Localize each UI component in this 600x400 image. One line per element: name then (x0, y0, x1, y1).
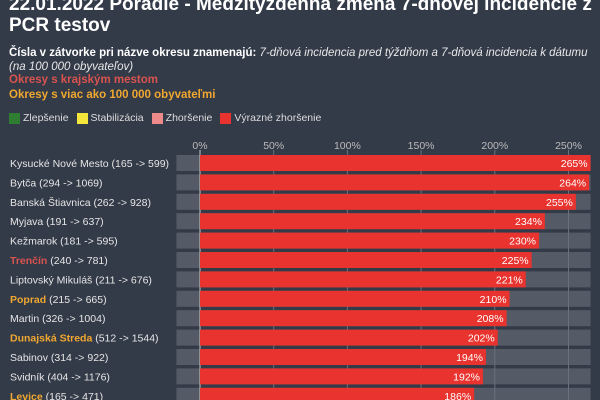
district-name: Martin (10, 313, 39, 325)
bar (200, 193, 576, 210)
category-label: Sabinov (314 -> 922) (10, 352, 108, 364)
tick-label: 150% (408, 140, 435, 152)
note-large: Okresy s viac ako 100 000 obyvateľmi (9, 89, 216, 101)
legend: Zlepšenie Stabilizácia Zhoršenie Výrazné zh… (9, 112, 321, 124)
value-label: 230% (509, 236, 536, 248)
district-name: Levice (10, 391, 43, 400)
bar (200, 329, 498, 346)
incidence-detail: (262 -> 928) (91, 197, 151, 209)
district-name: Bytča (10, 177, 36, 189)
incidence-detail: (326 -> 1004) (39, 313, 105, 325)
incidence-detail: (215 -> 665) (46, 294, 106, 306)
value-label: 221% (496, 274, 523, 286)
bar (200, 271, 526, 288)
bar (200, 155, 591, 171)
legend-label: Zhoršenie (165, 112, 213, 124)
value-label: 265% (561, 158, 588, 170)
category-label: Bytča (294 -> 1069) (10, 177, 103, 189)
incidence-detail: (314 -> 922) (48, 352, 108, 364)
category-label: Liptovský Mikuláš (211 -> 676) (10, 274, 152, 286)
value-label: 208% (477, 313, 504, 325)
legend-item: Zhoršenie (151, 112, 213, 124)
incidence-detail: (165 -> 471) (43, 391, 103, 400)
value-label: 264% (559, 177, 586, 189)
subtitle-italic: 7-dňová incidencia pred týždňom a 7-dňov… (9, 47, 588, 73)
value-label: 194% (456, 352, 483, 364)
category-label: Levice (165 -> 471) (10, 391, 103, 400)
incidence-detail: (165 -> 599) (109, 158, 169, 170)
district-name: Myjava (10, 216, 43, 228)
chart-title: 22.01.2022 Poradie - Medzitýždenná zmena… (9, 0, 592, 36)
value-label: 234% (515, 216, 542, 228)
subtitle: Čísla v zátvorke pri názve okresu znamen… (9, 46, 594, 74)
tick-label: 0% (192, 140, 207, 152)
incidence-detail: (512 -> 1544) (92, 333, 158, 345)
category-label: Dunajská Streda (512 -> 1544) (10, 333, 159, 345)
tick-label: 100% (334, 140, 361, 152)
district-name: Kysucké Nové Mesto (10, 158, 109, 170)
category-label: Kysucké Nové Mesto (165 -> 599) (10, 158, 169, 170)
district-name: Sabinov (10, 352, 49, 364)
bar (200, 290, 510, 307)
bar (200, 252, 532, 268)
category-label: Kežmarok (181 -> 595) (10, 236, 118, 248)
value-label: 225% (502, 255, 529, 267)
category-label: Martin (326 -> 1004) (10, 313, 105, 325)
value-label: 210% (480, 294, 507, 306)
legend-item: Stabilizácia (76, 112, 144, 124)
note-regional: Okresy s krajským mestom (9, 74, 158, 86)
category-label: Trenčín (240 -> 781) (10, 255, 108, 267)
district-name: Banská Štiavnica (10, 196, 91, 209)
tick-label: 250% (555, 140, 582, 152)
district-name: Dunajská Streda (10, 333, 92, 345)
incidence-detail: (240 -> 781) (47, 255, 107, 267)
legend-label: Stabilizácia (90, 112, 144, 124)
bar (200, 349, 486, 365)
value-label: 255% (546, 197, 573, 209)
category-label: Banská Štiavnica (262 -> 928) (10, 196, 151, 209)
district-name: Trenčín (10, 255, 47, 267)
category-label: Svidník (404 -> 1176) (10, 371, 110, 383)
district-name: Poprad (10, 294, 46, 306)
bar (200, 232, 540, 249)
category-label: Poprad (215 -> 665) (10, 294, 107, 306)
value-label: 202% (468, 333, 495, 345)
district-name: Svidník (10, 371, 45, 383)
bar (200, 310, 507, 327)
legend-item: Zlepšenie (9, 112, 69, 124)
district-name: Liptovský Mikuláš (10, 274, 92, 286)
incidence-detail: (211 -> 676) (92, 274, 152, 286)
incidence-detail: (181 -> 595) (57, 236, 117, 248)
legend-label: Výrazné zhoršenie (234, 112, 322, 124)
value-label: 192% (453, 371, 480, 383)
legend-swatch (9, 112, 20, 124)
category-label: Myjava (191 -> 637) (10, 216, 104, 228)
tick-label: 200% (481, 140, 508, 152)
value-label: 186% (444, 391, 471, 400)
bar (200, 387, 475, 400)
bar (200, 174, 590, 191)
tick-label: 50% (263, 140, 284, 152)
bar (200, 213, 545, 230)
legend-swatch (151, 112, 163, 124)
incidence-detail: (294 -> 1069) (36, 177, 102, 189)
subtitle-bold: Čísla v zátvorke pri názve okresu znamen… (9, 47, 257, 59)
incidence-detail: (191 -> 637) (43, 216, 103, 228)
legend-label: Zlepšenie (23, 112, 69, 124)
incidence-detail: (404 -> 1176) (44, 371, 109, 383)
district-name: Kežmarok (10, 236, 58, 248)
legend-swatch (220, 112, 232, 124)
bar (200, 368, 484, 385)
legend-swatch (76, 112, 88, 124)
legend-item: Výrazné zhoršenie (220, 112, 321, 124)
